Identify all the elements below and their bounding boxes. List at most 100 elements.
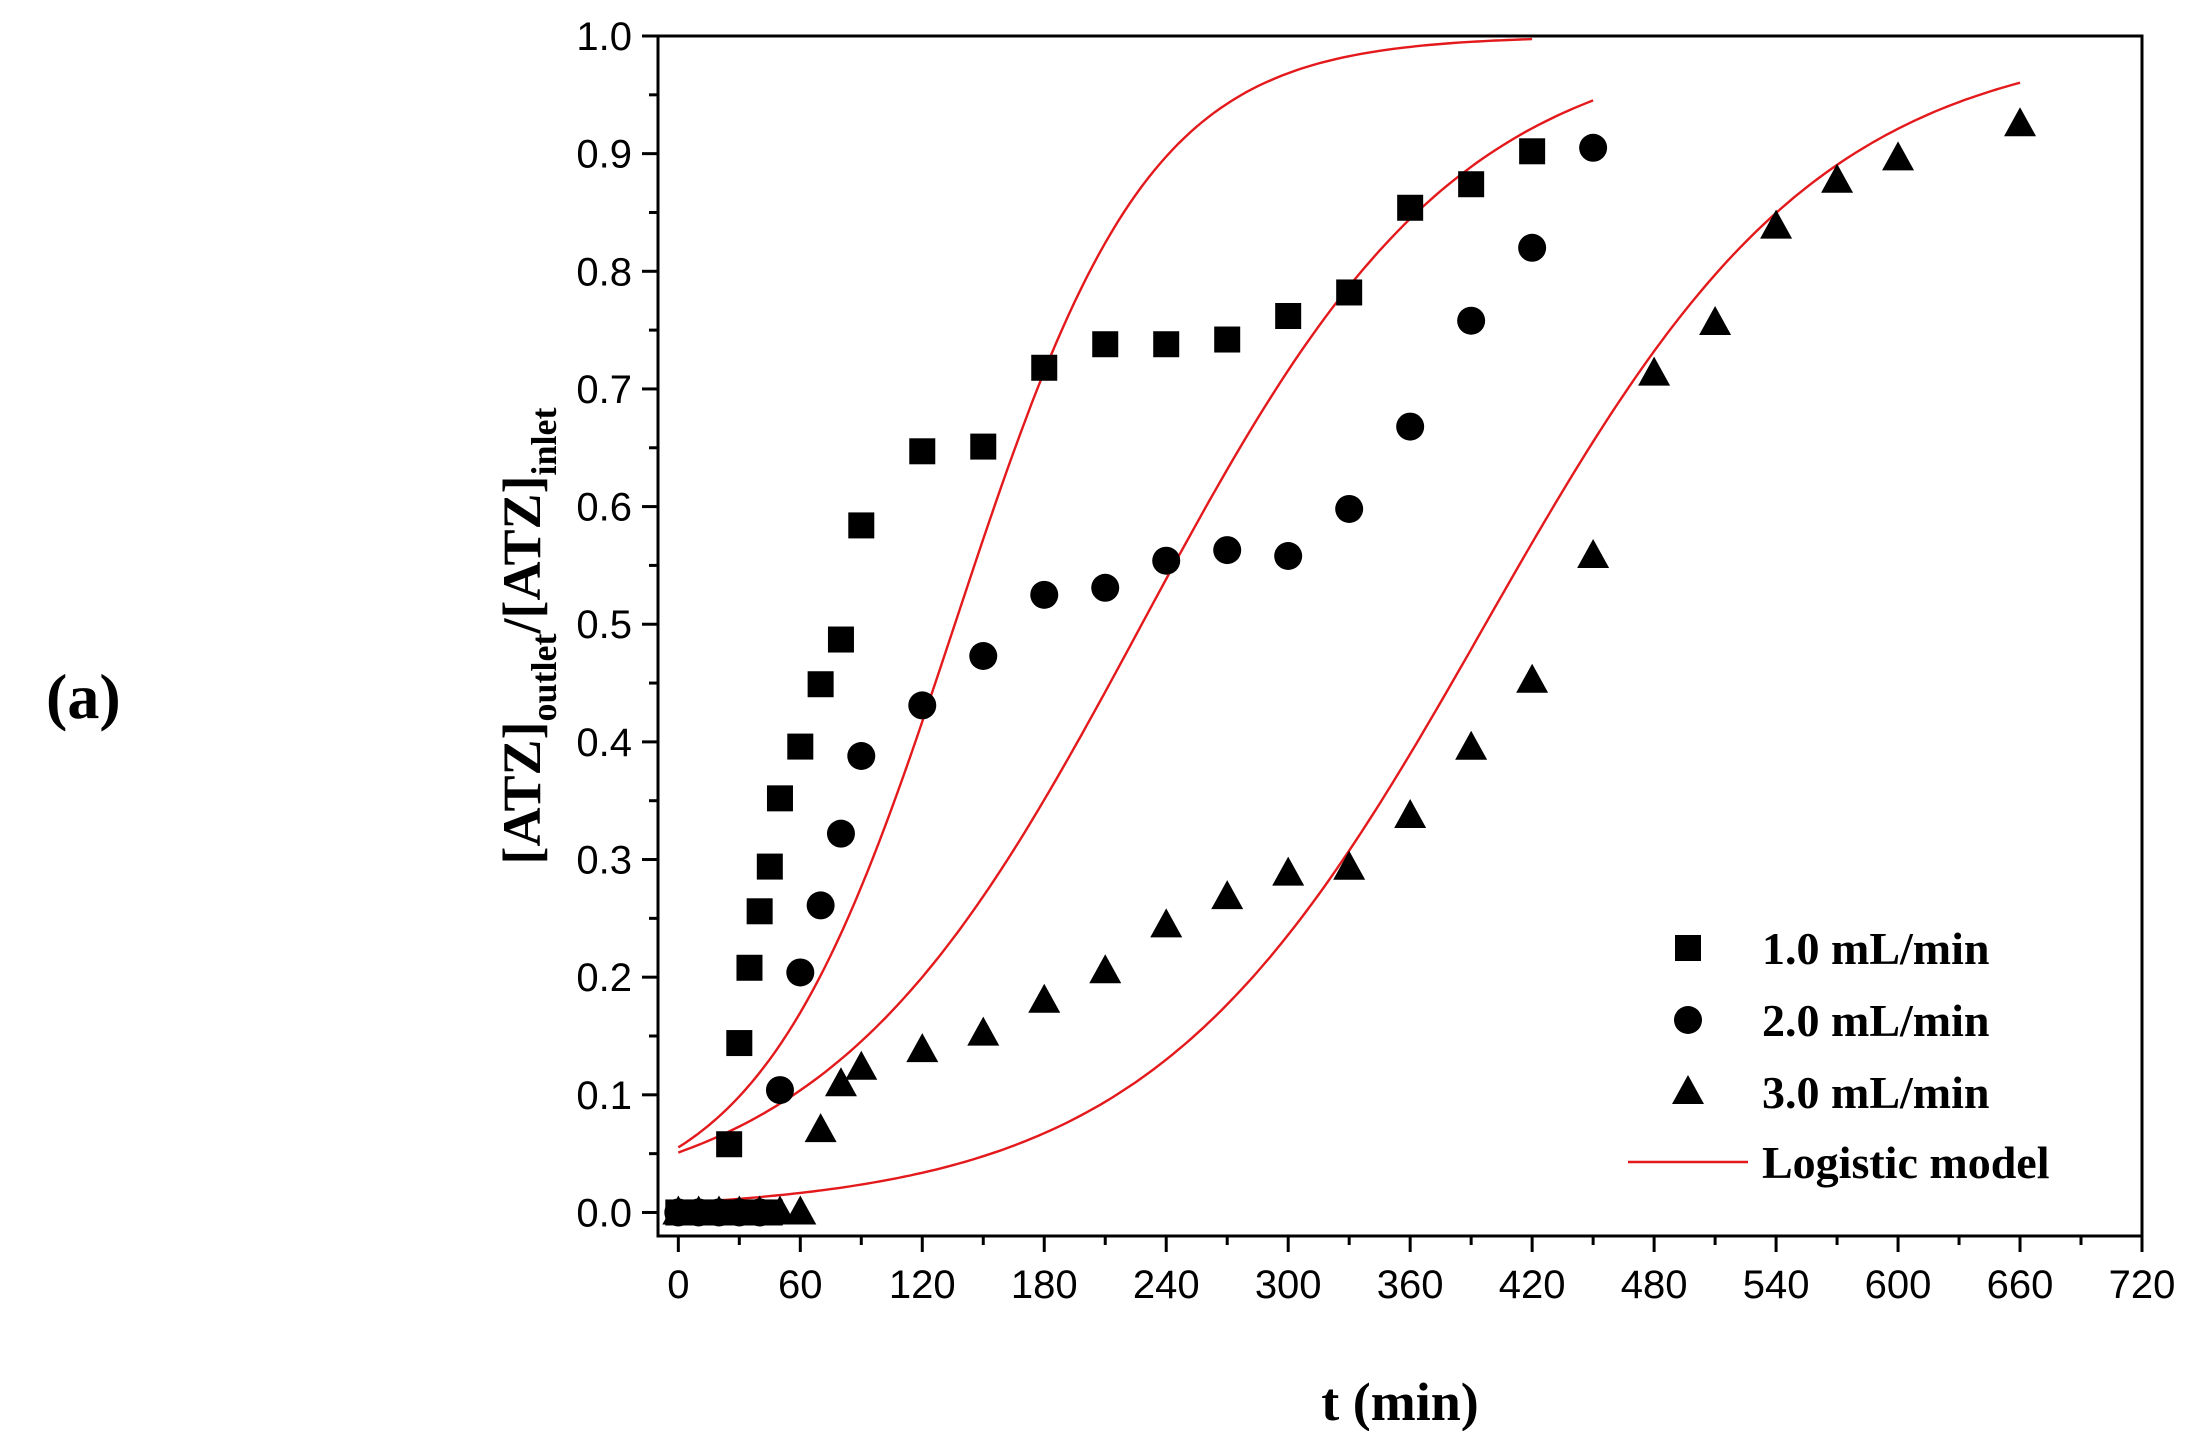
legend: 1.0 mL/min 2.0 mL/min 3.0 mL/min Logistic m… — [1628, 923, 2049, 1188]
x-tick-label: 300 — [1255, 1263, 1322, 1307]
model-curves — [677, 37, 2021, 1205]
series-2-point — [1396, 412, 1425, 441]
series-3-point — [702, 1195, 735, 1225]
legend-label-model: Logistic model — [1762, 1137, 2049, 1188]
series-3-point — [682, 1195, 715, 1225]
series-1-point — [787, 733, 814, 760]
x-tick-label: 360 — [1377, 1263, 1444, 1307]
y-title-sub2: inlet — [524, 407, 564, 475]
series-3-point — [784, 1195, 817, 1225]
series-1-point — [1397, 194, 1424, 221]
x-tick-label: 420 — [1499, 1263, 1566, 1307]
y-tick-label: 0.9 — [576, 133, 632, 177]
series-3-point — [1272, 856, 1305, 886]
series-1-point — [1031, 354, 1058, 381]
series-1-point — [807, 671, 834, 698]
series-1-point — [726, 1030, 753, 1057]
series-3-point — [1089, 954, 1122, 984]
series-1-point — [1092, 331, 1119, 358]
series-2-point — [908, 691, 937, 720]
series-2-point — [1274, 542, 1303, 570]
series-3-point — [804, 1113, 837, 1143]
series-3-point — [1882, 141, 1915, 171]
panel-label: (a) — [46, 661, 121, 732]
x-tick-label: 240 — [1133, 1263, 1200, 1307]
series-3-point — [1760, 209, 1793, 239]
y-title-sub1: outlet — [524, 634, 564, 722]
series-3-point — [1333, 850, 1366, 880]
y-axis: 0.0 0.1 0.2 0.3 0.4 0.5 0.6 0.7 0.8 0.9 1.0 — [576, 15, 658, 1235]
series-1-point — [1336, 279, 1363, 306]
series-1-point — [746, 898, 773, 925]
y-tick-label: 0.1 — [576, 1074, 632, 1118]
x-tick-label: 60 — [778, 1263, 823, 1307]
legend-label-3: 3.0 mL/min — [1762, 1067, 1989, 1118]
series-2-point — [1457, 306, 1486, 335]
series-3-point — [1211, 880, 1244, 910]
series-2-point — [969, 642, 998, 670]
x-tick-label: 720 — [2109, 1263, 2176, 1307]
series-3-point — [824, 1067, 857, 1097]
series-3-point — [662, 1195, 695, 1225]
x-axis-title: t (min) — [1321, 1372, 1478, 1431]
series-1-point — [1275, 303, 1302, 329]
series-3-point — [1394, 799, 1427, 828]
x-tick-label: 120 — [889, 1263, 956, 1307]
series-3-point — [1028, 983, 1061, 1013]
series-2-point — [1579, 133, 1608, 162]
series-2-point — [1335, 494, 1364, 523]
y-tick-label: 0.4 — [576, 721, 632, 765]
series-2-point — [765, 1076, 794, 1105]
x-axis: 0 60 120 180 240 300 360 420 480 540 600 660 720 — [667, 1236, 2175, 1307]
series-2-point — [1152, 546, 1181, 575]
series-1-point — [716, 1131, 743, 1158]
series-3-point — [1516, 663, 1549, 693]
x-tick-label: 660 — [1987, 1263, 2054, 1307]
series-3-point — [1577, 539, 1610, 568]
y-tick-label: 1.0 — [576, 15, 632, 59]
y-tick-label: 0.3 — [576, 839, 632, 883]
x-tick-label: 180 — [1011, 1263, 1078, 1307]
y-tick-label: 0.0 — [576, 1191, 632, 1235]
y-title-sep: / — [492, 618, 552, 635]
series-3-point — [1455, 730, 1488, 760]
legend-marker-3 — [1672, 1075, 1704, 1104]
series-1-point — [970, 433, 997, 460]
series-3-point — [723, 1195, 756, 1225]
series-1-point — [1214, 326, 1241, 353]
legend-marker-2 — [1674, 1006, 1702, 1034]
series-1-point — [1458, 171, 1485, 198]
x-tick-label: 480 — [1621, 1263, 1688, 1307]
plot-frame — [656, 34, 2144, 1238]
y-tick-label: 0.2 — [576, 956, 632, 1000]
series-1-point — [1153, 331, 1180, 358]
x-tick-label: 540 — [1743, 1263, 1810, 1307]
series-2-point — [847, 742, 876, 770]
y-title-base1: [ATZ] — [492, 722, 552, 865]
data-points — [662, 107, 2037, 1227]
series-1-point — [848, 512, 875, 539]
series-2-point — [806, 891, 835, 920]
logistic-curve-2 — [677, 99, 1594, 1154]
series-2-point — [826, 819, 855, 848]
logistic-curve-1 — [677, 37, 1533, 1149]
series-1-point — [756, 853, 783, 880]
series-3-point — [1699, 306, 1732, 336]
y-tick-label: 0.8 — [576, 250, 632, 294]
y-axis-title: [ATZ]outlet/[ATZ]inlet — [492, 407, 564, 864]
legend-marker-1 — [1675, 935, 1701, 961]
series-3-point — [967, 1016, 1000, 1046]
series-3-point — [763, 1195, 796, 1225]
series-2-point — [1213, 536, 1242, 565]
series-3-point — [1150, 908, 1183, 938]
legend-label-1: 1.0 mL/min — [1762, 923, 1989, 974]
y-tick-label: 0.7 — [576, 368, 632, 412]
series-2-point — [1091, 573, 1120, 602]
series-1-point — [909, 438, 936, 465]
y-tick-label: 0.6 — [576, 486, 632, 530]
series-3-point — [743, 1195, 776, 1225]
series-2-point — [1030, 580, 1059, 609]
series-1-point — [736, 954, 763, 981]
series-1-point — [1519, 138, 1546, 165]
